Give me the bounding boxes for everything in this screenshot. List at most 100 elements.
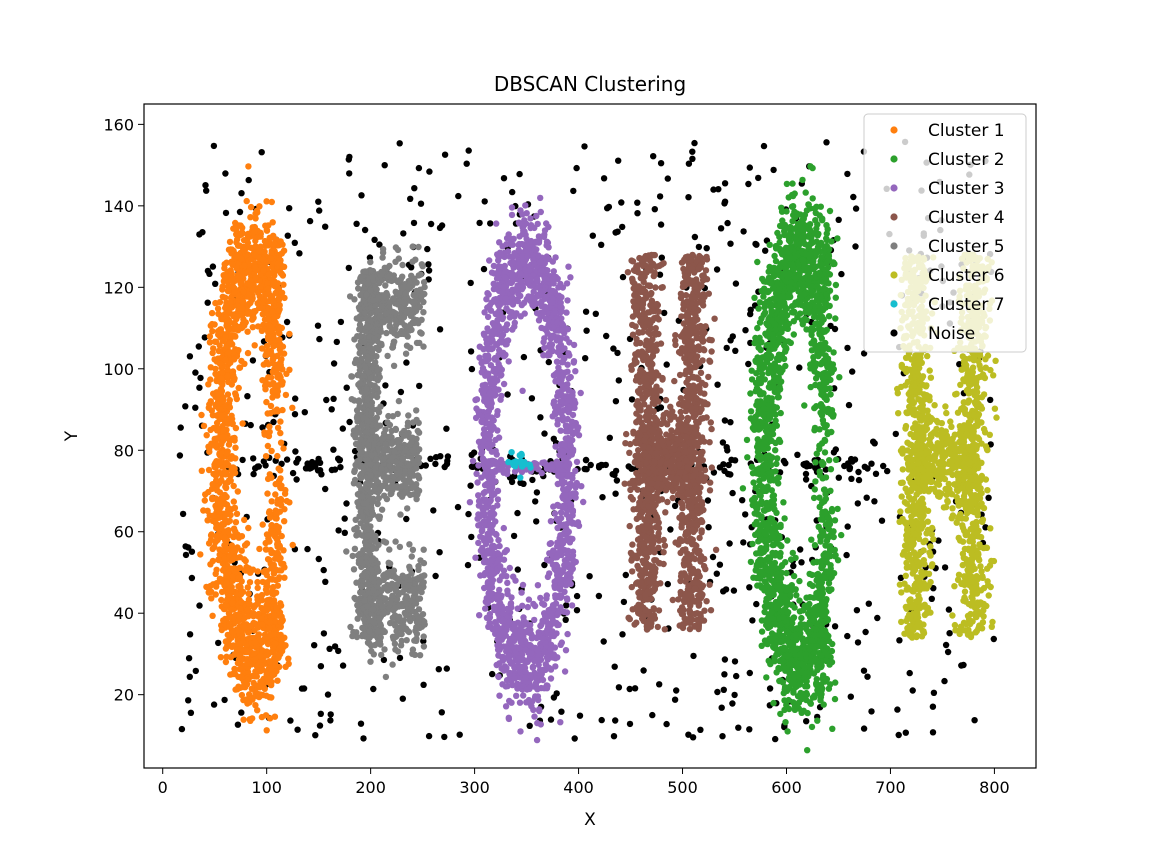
point [293,476,300,483]
point [541,561,548,569]
point [212,570,219,577]
point [245,524,252,532]
point [573,592,581,600]
point [721,671,728,678]
point [382,440,389,448]
point [373,286,380,293]
point [848,475,855,482]
point [600,175,608,182]
point [487,220,494,227]
point [258,597,266,604]
point [366,317,374,324]
point [255,682,263,689]
point [392,317,399,324]
point [186,353,194,360]
point [404,505,411,512]
point [266,624,273,632]
point [385,273,392,280]
point [360,735,367,742]
point [224,317,231,325]
point [368,409,375,416]
point [239,420,246,427]
point [213,532,220,540]
point [245,176,252,184]
point [418,330,425,337]
point [408,326,415,333]
point [571,735,578,742]
point [179,510,187,518]
point [264,556,272,563]
point [216,299,224,306]
point [528,395,536,402]
point [375,494,382,502]
point [403,637,410,644]
point [210,701,218,708]
point [273,523,280,530]
point [400,314,408,321]
point [253,662,261,670]
point [376,279,383,287]
point [550,694,558,701]
point [238,230,246,238]
point [264,442,272,450]
point [835,474,842,481]
point [210,581,217,588]
point [406,565,414,573]
point [238,673,245,680]
point [268,498,275,505]
point [231,332,239,340]
point [414,612,421,619]
point [278,613,285,620]
point [381,264,388,271]
point [906,669,913,677]
point [281,518,288,525]
point [527,215,534,222]
point [274,535,281,542]
series-cluster-1 [197,163,296,734]
point [742,511,749,518]
point [233,510,241,517]
point [269,387,276,394]
series-cluster-5 [343,243,428,681]
point [436,549,443,556]
point [226,623,233,631]
point [414,456,421,463]
point [195,343,202,350]
point [215,639,222,647]
point [322,223,329,230]
point [506,564,513,572]
point [373,414,380,421]
point [352,440,360,448]
point [946,630,953,637]
point [619,631,626,638]
point [267,402,275,410]
point [185,697,192,704]
point [618,199,625,206]
point [755,174,762,182]
point [343,548,350,555]
point [315,198,322,205]
point [360,348,367,355]
point [747,310,754,318]
point [403,359,410,366]
point [203,583,210,591]
point [411,298,419,306]
point [187,709,195,716]
point [360,616,368,623]
point [234,721,242,728]
point [262,539,269,547]
point [258,149,265,156]
point [651,206,658,213]
point [232,666,239,673]
point [256,203,263,210]
point [402,290,409,297]
point [225,441,233,448]
point [379,319,386,326]
point [206,339,214,346]
point [902,729,909,736]
point [413,407,420,414]
point [236,273,243,281]
point [782,460,789,467]
point [404,606,412,613]
point [455,192,462,200]
